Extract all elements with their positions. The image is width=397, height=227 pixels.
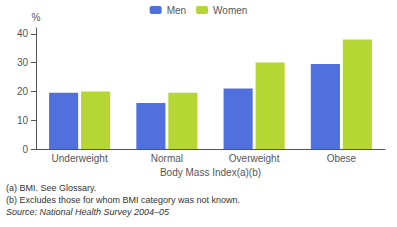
svg-text:(b) Excludes those for whom BM: (b) Excludes those for whom BMI category… <box>6 195 240 205</box>
svg-text:Obese: Obese <box>327 153 357 164</box>
svg-text:Women: Women <box>213 5 247 16</box>
svg-text:Underweight: Underweight <box>52 153 108 164</box>
svg-text:Overweight: Overweight <box>229 153 280 164</box>
svg-text:10: 10 <box>17 115 29 126</box>
svg-text:20: 20 <box>17 86 29 97</box>
svg-text:%: % <box>32 12 41 23</box>
svg-text:30: 30 <box>17 57 29 68</box>
svg-text:(a) BMI. See Glossary.: (a) BMI. See Glossary. <box>6 183 96 193</box>
svg-text:Source: National Health Survey: Source: National Health Survey 2004–05 <box>6 207 170 217</box>
svg-text:Body Mass Index(a)(b): Body Mass Index(a)(b) <box>160 167 261 178</box>
svg-text:Normal: Normal <box>151 153 183 164</box>
svg-text:0: 0 <box>22 144 28 155</box>
svg-text:Men: Men <box>167 5 186 16</box>
svg-text:40: 40 <box>17 28 29 39</box>
